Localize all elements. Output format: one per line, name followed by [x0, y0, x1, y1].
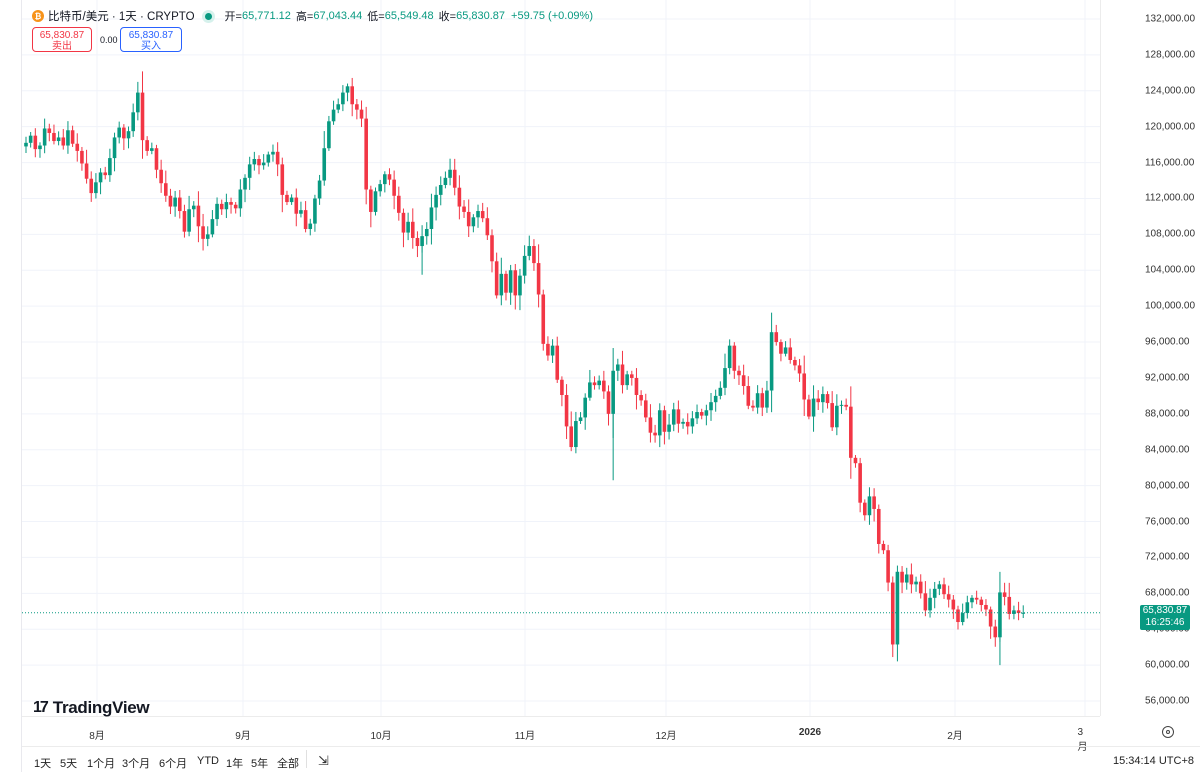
open-value: 65,771.12	[241, 10, 291, 22]
price-tick-label: 76,000.00	[1145, 516, 1190, 528]
time-axis[interactable]: 8月 9月 10月 11月 12月 2026 2月 3月	[22, 716, 1100, 753]
time-tick-label: 12月	[655, 731, 677, 742]
range-button[interactable]: 1个月	[87, 758, 116, 770]
symbol-title[interactable]: 比特币/美元 · 1天 · CRYPTO	[48, 11, 195, 23]
range-button[interactable]: 3个月	[122, 758, 151, 770]
time-tick-label: 2月	[947, 731, 963, 742]
market-status-icon[interactable]	[204, 12, 212, 20]
sell-button[interactable]: 65,830.87 卖出	[32, 27, 92, 52]
candlestick-plot[interactable]	[22, 0, 1100, 716]
price-tick-label: 100,000.00	[1145, 300, 1196, 312]
sell-label: 卖出	[52, 41, 72, 52]
symbol-header: ₿ 比特币/美元 · 1天 · CRYPTO 开= 65,771.12 高= 67,…	[32, 7, 593, 25]
range-button[interactable]: 1天	[34, 758, 52, 770]
price-tick-label: 80,000.00	[1145, 480, 1190, 492]
chart-settings-icon[interactable]	[1162, 726, 1174, 738]
change-value: +59.75 (+0.09%)	[511, 10, 593, 22]
price-tick-label: 132,000.00	[1145, 13, 1196, 25]
time-tick-label: 8月	[89, 731, 105, 742]
range-button[interactable]: 5年	[251, 758, 269, 770]
open-label: 开=	[224, 11, 242, 23]
close-label: 收=	[438, 11, 457, 23]
range-button[interactable]: 1年	[226, 758, 244, 770]
time-tick-label: 11月	[514, 731, 536, 742]
sell-price: 65,830.87	[39, 30, 85, 41]
buy-button[interactable]: 65,830.87 买入	[120, 27, 182, 52]
price-tick-label: 120,000.00	[1145, 121, 1196, 133]
last-price-tag: 65,830.87 16:25:46	[1140, 605, 1190, 630]
price-tick-label: 56,000.00	[1145, 695, 1190, 707]
close-value: 65,830.87	[456, 10, 506, 22]
buy-price: 65,830.87	[128, 30, 174, 41]
tradingview-mark-icon: 17	[33, 699, 49, 716]
high-value: 67,043.44	[313, 10, 363, 22]
range-button[interactable]: 5天	[60, 758, 78, 770]
price-tick-label: 84,000.00	[1145, 444, 1190, 456]
left-edge	[0, 0, 22, 772]
time-tick-label: 10月	[370, 731, 392, 742]
low-value: 65,549.48	[384, 10, 434, 22]
go-to-date-icon[interactable]: ⇲	[318, 753, 329, 768]
tradingview-wordmark: TradingView	[52, 698, 150, 717]
price-tick-label: 96,000.00	[1145, 336, 1190, 348]
price-tick-label: 92,000.00	[1145, 372, 1190, 384]
low-label: 低=	[367, 11, 385, 23]
price-tick-label: 128,000.00	[1145, 49, 1196, 61]
range-button[interactable]: YTD	[197, 755, 219, 767]
time-tick-label: 2026	[798, 727, 822, 738]
time-tick-label: 9月	[235, 731, 251, 742]
price-tick-label: 68,000.00	[1145, 587, 1190, 599]
time-tick-label: 3月	[1077, 727, 1088, 753]
price-tick-label: 60,000.00	[1145, 659, 1190, 671]
price-tick-label: 116,000.00	[1145, 157, 1195, 169]
last-price: 65,830.87	[1142, 605, 1188, 616]
price-tick-label: 112,000.00	[1145, 192, 1195, 204]
price-tick-label: 124,000.00	[1145, 85, 1196, 97]
price-tick-label: 108,000.00	[1145, 228, 1196, 240]
price-tick-label: 104,000.00	[1145, 264, 1196, 276]
bottom-toolbar: 15:34:14 UTC+8 1天 5天 1个月 3个月 6个月 YTD 1年 5年 全部	[22, 746, 1200, 773]
spread-value: 0.00	[100, 35, 118, 45]
high-label: 高=	[295, 11, 314, 23]
range-button[interactable]: 6个月	[159, 758, 188, 770]
tradingview-logo[interactable]: 17 TradingView	[33, 698, 150, 718]
price-tick-label: 88,000.00	[1145, 408, 1190, 420]
price-tick-label: 72,000.00	[1145, 551, 1190, 563]
bitcoin-icon: ₿	[32, 10, 44, 22]
range-button[interactable]: 全部	[277, 758, 299, 770]
buy-label: 买入	[141, 41, 161, 52]
bar-countdown: 16:25:46	[1145, 617, 1185, 628]
toolbar-divider	[306, 750, 307, 768]
timezone-clock[interactable]: 15:34:14 UTC+8	[1112, 755, 1194, 767]
